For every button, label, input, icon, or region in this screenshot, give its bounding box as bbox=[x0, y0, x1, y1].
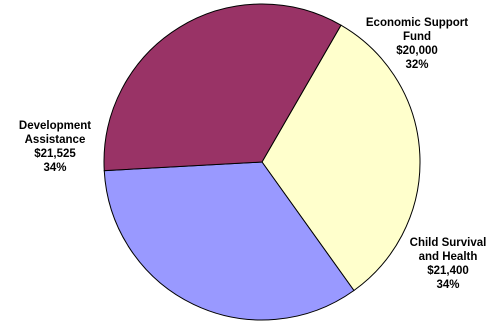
label-line: 34% bbox=[43, 162, 66, 174]
label-development-assistance: Development Assistance $21,525 34% bbox=[19, 120, 91, 174]
slice-child-survival-and-health bbox=[103, 161, 355, 321]
slice-economic-support-fund bbox=[261, 24, 421, 292]
label-line: Development bbox=[19, 120, 91, 132]
label-line: Economic Support bbox=[366, 17, 468, 29]
label-line: $21,525 bbox=[34, 148, 76, 160]
label-line: Child Survival bbox=[410, 237, 487, 249]
label-line: Fund bbox=[403, 31, 431, 43]
label-child-survival-and-health: Child Survival and Health $21,400 34% bbox=[410, 237, 487, 291]
label-line: $21,400 bbox=[427, 265, 469, 277]
label-line: 32% bbox=[405, 59, 428, 71]
label-line: 34% bbox=[436, 279, 459, 291]
label-line: $20,000 bbox=[396, 45, 438, 57]
label-line: Assistance bbox=[25, 134, 86, 146]
slice-labels: Economic Support Fund $20,000 32% Child Sur… bbox=[19, 17, 486, 291]
label-economic-support-fund: Economic Support Fund $20,000 32% bbox=[366, 17, 468, 71]
slice-development-assistance bbox=[103, 3, 342, 172]
pie-slices bbox=[103, 3, 421, 321]
label-line: and Health bbox=[419, 251, 478, 263]
